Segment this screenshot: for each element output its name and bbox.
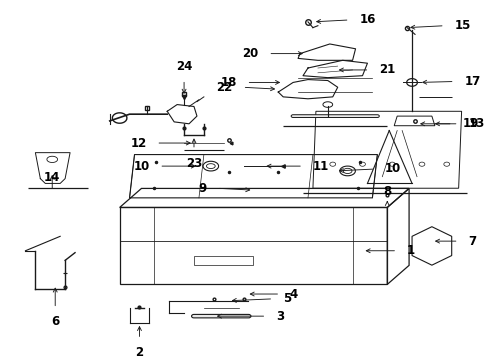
Text: 8: 8 bbox=[383, 185, 390, 198]
Text: 10: 10 bbox=[133, 159, 149, 172]
Text: 12: 12 bbox=[130, 136, 146, 149]
FancyBboxPatch shape bbox=[191, 314, 250, 318]
Text: 7: 7 bbox=[468, 235, 475, 248]
Text: 15: 15 bbox=[453, 19, 470, 32]
Text: 23: 23 bbox=[185, 157, 202, 170]
Text: 4: 4 bbox=[289, 288, 298, 301]
Text: 9: 9 bbox=[199, 182, 206, 195]
Text: 10: 10 bbox=[384, 162, 401, 175]
Text: 2: 2 bbox=[135, 346, 143, 359]
Text: 21: 21 bbox=[378, 63, 395, 76]
Text: 5: 5 bbox=[283, 292, 291, 305]
Text: 19: 19 bbox=[462, 117, 478, 130]
Text: 14: 14 bbox=[44, 171, 61, 184]
Text: 6: 6 bbox=[51, 315, 59, 328]
Text: 13: 13 bbox=[468, 117, 484, 130]
Text: 16: 16 bbox=[359, 13, 375, 26]
Text: 17: 17 bbox=[464, 75, 480, 88]
Text: 18: 18 bbox=[220, 76, 236, 89]
Text: 11: 11 bbox=[312, 159, 328, 172]
Text: 3: 3 bbox=[275, 310, 284, 323]
Text: 1: 1 bbox=[406, 244, 414, 257]
Text: 22: 22 bbox=[216, 81, 232, 94]
Text: 20: 20 bbox=[242, 47, 258, 60]
FancyBboxPatch shape bbox=[290, 115, 379, 117]
Text: 24: 24 bbox=[176, 60, 192, 73]
